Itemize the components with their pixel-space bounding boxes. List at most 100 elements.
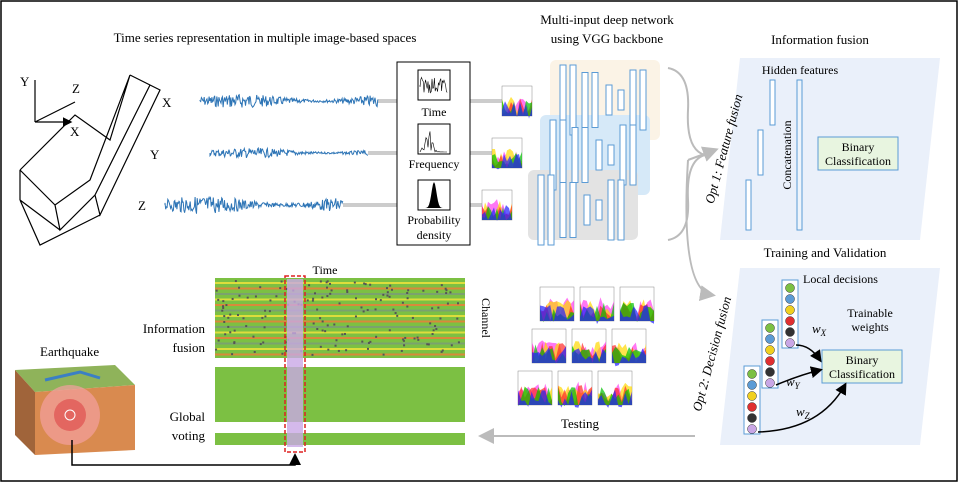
waveform [209,146,368,159]
signal-label: X [162,95,172,110]
speck [321,296,324,299]
speck [416,336,419,339]
speck [434,325,437,328]
thumb-fill [532,346,566,363]
label: Binary [846,353,879,367]
speck [360,306,363,309]
layer [607,144,615,166]
arrow [71,440,301,466]
thumb-fill [580,306,614,325]
stripe [215,353,465,356]
icon-pdf [420,182,448,208]
label: Time [313,263,338,277]
speck [242,317,245,320]
layer [629,69,637,131]
decision [747,369,757,379]
space-label: Time [422,105,447,119]
layer [617,179,625,241]
thumb-fill [612,348,646,367]
speck [411,316,414,319]
speck [225,304,228,307]
speck [402,338,405,341]
icon-freq [419,131,447,153]
speck [264,309,267,312]
thumb-fill [572,348,606,363]
speck [246,296,249,299]
decision [765,367,775,377]
speck [229,331,232,334]
speck [275,295,278,298]
speck [353,281,356,284]
speck [215,289,218,292]
stripe [215,337,465,339]
decision [785,283,795,293]
speck [346,289,349,292]
speck [223,320,226,323]
speck [445,292,448,295]
speck [261,316,264,319]
speck [449,291,452,294]
space-label: Probability [407,213,460,227]
speck [441,349,444,352]
speck [259,343,262,346]
speck [280,280,283,283]
speck [341,333,344,336]
decision [765,345,775,355]
speck [445,289,448,292]
speck [426,343,429,346]
event-window [287,279,303,447]
speck [450,344,453,347]
speck [237,313,240,316]
speck [355,297,358,300]
speck [238,286,241,289]
speck [264,315,267,318]
arrow [687,146,719,162]
speck [374,308,377,311]
speck [407,289,410,292]
stripe [215,331,465,334]
speck [392,308,395,311]
speck [375,298,378,301]
axis-label: Y [20,74,30,89]
decision [785,338,795,348]
heatmap [215,278,465,358]
speck [338,302,341,305]
weight-arrows [757,344,847,433]
decision [765,356,775,366]
decision [747,380,757,390]
speck [329,282,332,285]
label: Local decisions [803,272,878,286]
speck [382,293,385,296]
speck [321,329,324,332]
layer [591,72,599,128]
speck [337,349,340,352]
speck [311,353,314,356]
speck [406,305,409,308]
layer [595,139,603,171]
speck [406,291,409,294]
speck [321,320,324,323]
speck [379,299,382,302]
speck [354,315,357,318]
axes-icon [19,74,161,246]
speck [431,333,434,336]
speck [223,315,226,318]
speck [403,344,406,347]
speck [394,312,397,315]
layer [607,179,615,241]
speck [400,349,403,352]
label: Trainable [847,306,893,320]
speck [388,329,391,332]
speck [221,309,224,312]
speck [238,294,241,297]
speck [334,344,337,347]
label: weights [851,320,889,334]
speck [346,291,349,294]
speck [229,313,232,316]
layer [583,194,591,226]
speck [325,281,328,284]
decision [747,413,757,423]
decision [747,424,757,434]
speck [222,305,225,308]
